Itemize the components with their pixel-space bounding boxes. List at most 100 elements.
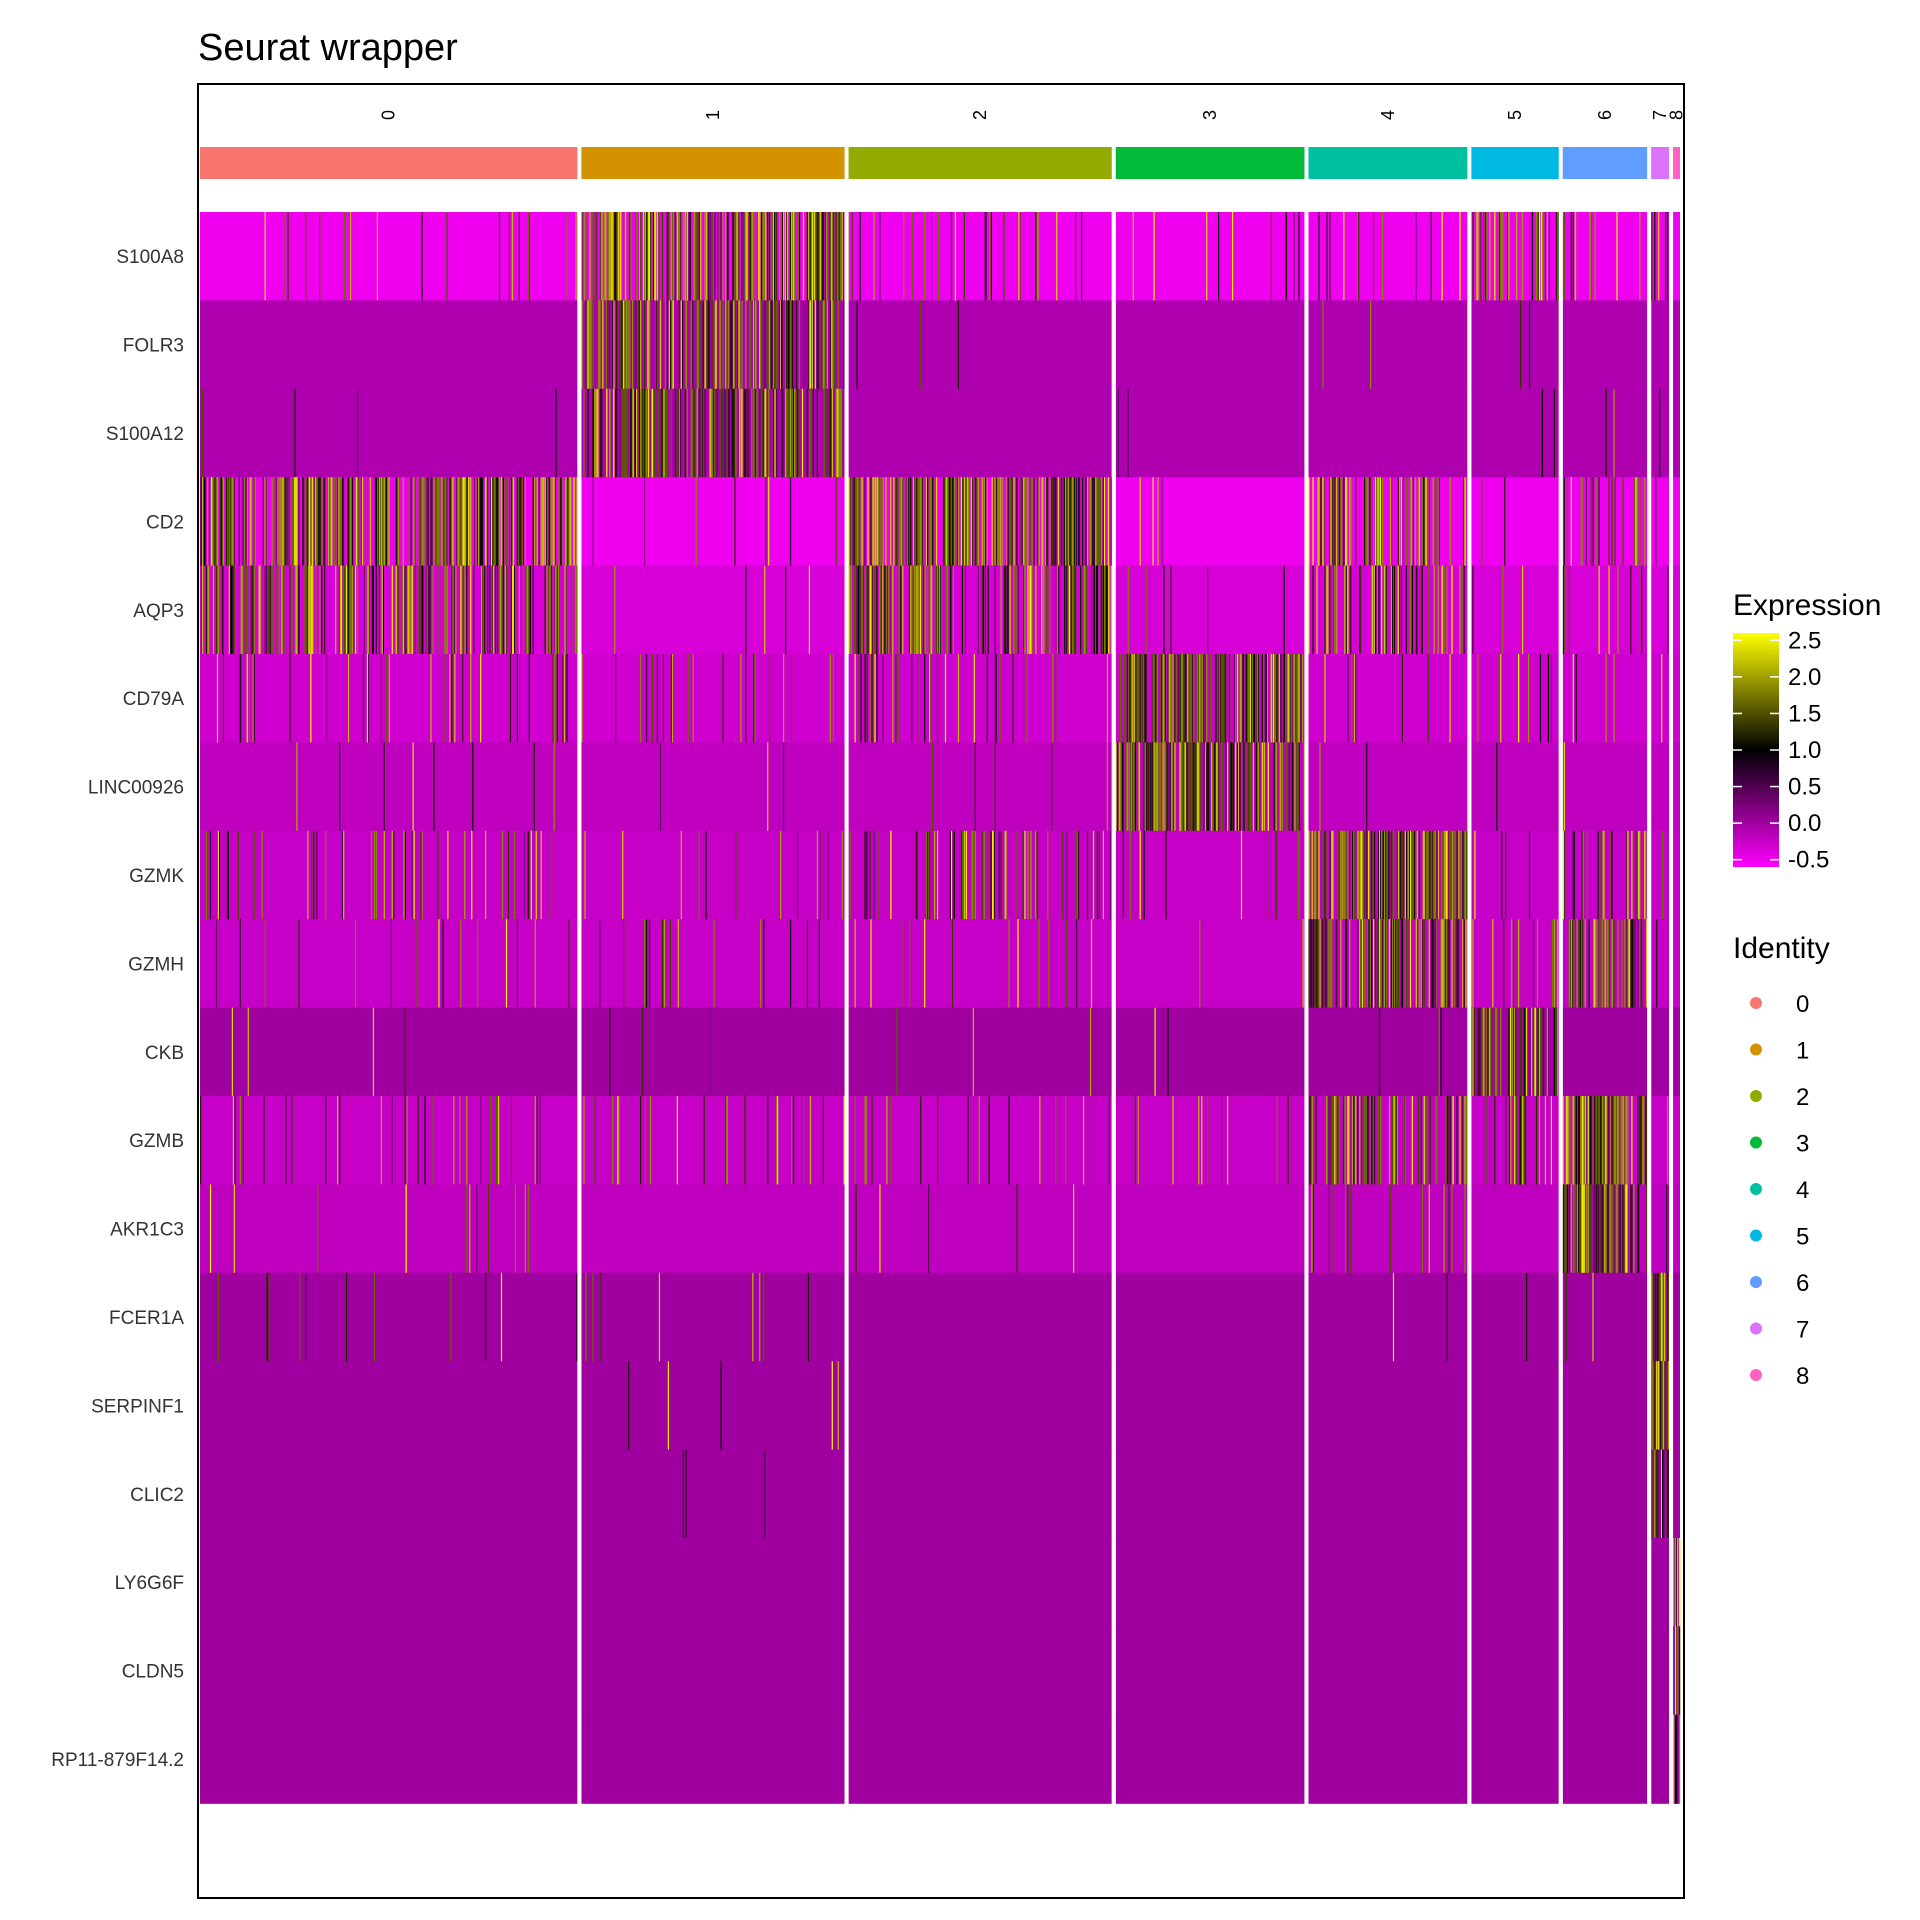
heat-cell [1575,1096,1577,1185]
heat-cell [744,388,746,478]
heat-cell [1344,565,1346,655]
heat-cell [709,1007,711,1097]
heat-cell [990,830,992,920]
heat-cell [1276,654,1278,743]
heat-cell [346,565,349,655]
heat-cell [1381,477,1384,567]
heat-cell [1641,919,1643,1009]
heat-cell [340,565,342,655]
heat-cell [1347,654,1349,743]
heat-cell [790,1096,793,1185]
heat-cell [585,300,587,390]
heat-cell [822,830,824,920]
heat-cell [624,388,626,478]
cluster-bar-4 [1308,147,1468,179]
heat-cell [274,477,276,567]
heat-cell [1324,830,1326,920]
cluster-gap [577,212,582,1804]
heat-cell [739,388,741,478]
heat-cell [924,212,926,301]
heat-cell [1465,830,1467,920]
heat-cell [1058,477,1060,567]
heat-cell [885,477,887,567]
gene-label: GZMH [128,954,184,975]
heat-cell [1183,654,1185,743]
heat-cell [1011,477,1013,567]
heat-cell [1601,1096,1603,1185]
heat-cell [347,565,350,655]
heat-cell [902,477,904,567]
identity-key-label: 5 [1796,1224,1809,1251]
heat-cell [1187,742,1189,832]
heat-cell [1601,919,1603,1009]
gene-label: S100A8 [116,247,184,268]
heat-cell [1161,477,1163,567]
cluster-annotation-bar [200,147,1680,179]
heat-cell [1471,1007,1473,1097]
heat-cell [735,830,737,920]
heat-cell [1459,212,1461,301]
identity-key-label: 6 [1796,1270,1809,1297]
heat-cell [655,300,658,390]
heat-cell [1311,1184,1313,1274]
heat-cell [807,300,810,390]
heat-cell [1511,1007,1513,1097]
heat-cell [514,1184,517,1274]
heat-cell [1644,477,1646,567]
heat-cell [588,300,590,390]
heat-cell [1203,654,1205,743]
heat-cell [1353,1096,1355,1185]
heat-cell [1434,830,1436,920]
heat-cell [439,477,441,567]
heat-cell [553,477,555,567]
heat-cell [241,565,243,655]
heat-cell [859,565,861,655]
heat-cell [918,477,920,567]
heat-cell [1433,565,1435,655]
heat-cell [1576,919,1578,1009]
heat-cell [1032,477,1034,567]
heat-cell [248,565,250,655]
heat-cell [832,654,834,743]
heat-cell [680,212,682,301]
heat-cell [1326,212,1328,301]
heat-cell [1551,919,1554,1009]
heat-cell [797,212,800,301]
heat-cell [431,477,433,567]
heat-cell [498,565,501,655]
heat-cell [554,565,556,655]
heat-cell [712,388,714,478]
heat-cell [1144,654,1146,743]
heat-cell [1359,565,1361,655]
heat-block [1308,212,1468,301]
heat-cell [1240,742,1243,832]
heat-cell [819,212,821,301]
heat-cell [623,919,625,1009]
heat-cell [1408,830,1410,920]
heat-cell [418,477,420,567]
heat-cell [1599,1096,1601,1185]
heat-cell [1035,212,1037,301]
heat-cell [1311,830,1313,920]
heat-cell [264,919,266,1009]
heat-cell [645,212,648,301]
heat-cell [1176,654,1178,743]
heat-cell [685,300,687,390]
heat-cell [1443,1184,1445,1274]
heat-cell [1499,212,1501,301]
heat-cell [1489,212,1491,301]
heat-cell [707,212,709,301]
heat-cell [1534,1007,1537,1097]
heat-cell [909,565,911,655]
heat-cell [1310,1096,1312,1185]
heat-cell [1613,919,1615,1009]
heat-cell [491,477,494,567]
heat-block [200,919,578,1009]
heat-block [1308,742,1468,832]
heat-cell [1311,1096,1313,1185]
heat-cell [823,388,825,478]
heat-cell [1125,742,1127,832]
heat-cell [614,212,616,301]
heat-cell [854,919,856,1009]
heat-cell [218,830,221,920]
